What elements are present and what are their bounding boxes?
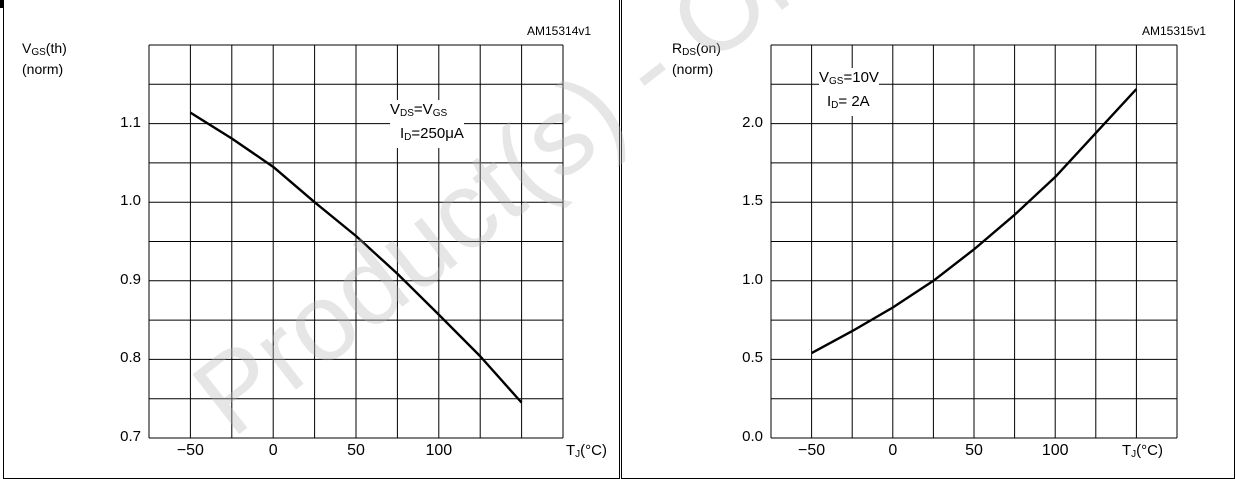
x-tick-label: −50 [176,442,204,459]
y-axis-label-tail: (on) [696,40,721,56]
annotation-subscript: D [831,100,839,111]
annotation-symbol: I [400,125,405,142]
x-axis-label-main: T [1122,442,1132,459]
condition-annotation: VGS=10V ID= 2A [819,68,879,116]
annotation-symbol: V [390,101,401,118]
annotation-subscript: GS [829,76,844,87]
y-tick-label: 1.1 [120,113,141,131]
y-axis-label-tail: (th) [45,40,67,56]
x-axis-label: TJ(°C) [566,442,607,460]
chart-code-label: AM15315v1 [1142,24,1207,38]
y-tick-label: 0.5 [742,349,763,367]
y-axis-label-main: V [22,40,32,56]
chart-panel-vgs-th: AM15314v1 VGS(th) (norm) 0.7 0.8 0.9 1.0 1.1… [3,0,620,479]
y-tick-label: 0.8 [120,349,141,367]
y-tick-label: 0.0 [742,428,763,445]
condition-annotation: VDS=VGS ID=250μA [390,100,464,148]
x-tick-label: 100 [1041,442,1069,459]
annotation-line-2: ID=250μA [390,124,464,148]
x-axis-label-sub: J [575,449,581,460]
series-line [811,88,1138,355]
x-axis-label-tail: (°C) [580,442,607,459]
plot-area [148,44,564,439]
y-axis-label: RDS(on) (norm) [672,40,721,78]
y-tick-label: 1.0 [742,270,763,288]
series-line [189,111,523,404]
annotation-subscript: D [404,132,412,143]
x-axis-label-sub: J [1131,449,1137,460]
annotation-line-1: VDS=VGS [390,100,464,124]
y-axis-label-unit: (norm) [672,61,714,77]
annotation-value: =V [413,101,433,118]
y-axis-label: VGS(th) (norm) [22,40,67,78]
y-tick-label: 0.9 [120,270,141,288]
annotation-symbol: I [827,93,832,110]
chart-panel-rds-on: AM15315v1 RDS(on) (norm) 0.0 0.5 1.0 1.5 2.0… [621,0,1235,479]
annotation-line-1: VGS=10V [819,68,879,92]
annotation-subscript: GS [432,108,448,119]
x-tick-label: 50 [347,442,365,459]
y-tick-label: 0.7 [120,428,141,445]
y-axis-label-sub: GS [31,47,46,58]
x-tick-label: 0 [888,442,898,459]
x-tick-label: 100 [425,442,453,459]
annotation-value: = 2A [838,93,870,110]
x-axis-label-tail: (°C) [1136,442,1163,459]
y-tick-label: 2.0 [742,113,763,131]
y-axis-label-main: R [672,40,683,56]
x-tick-label: 50 [965,442,983,459]
annotation-symbol: V [819,69,830,86]
annotation-subscript: DS [400,108,414,119]
y-axis-label-sub: DS [682,47,697,58]
annotation-value: =250μA [411,125,464,142]
y-tick-label: 1.0 [120,192,141,210]
x-tick-label: 0 [268,442,278,459]
x-axis-label-main: T [566,442,576,459]
x-tick-label: −50 [798,442,826,459]
plot-area [770,44,1178,439]
annotation-line-2: ID= 2A [819,92,879,116]
x-axis-label: TJ(°C) [1122,442,1163,460]
chart-code-label: AM15314v1 [527,24,592,38]
y-axis-label-unit: (norm) [22,61,64,77]
y-tick-label: 1.5 [742,192,763,210]
annotation-value: =10V [843,69,879,86]
